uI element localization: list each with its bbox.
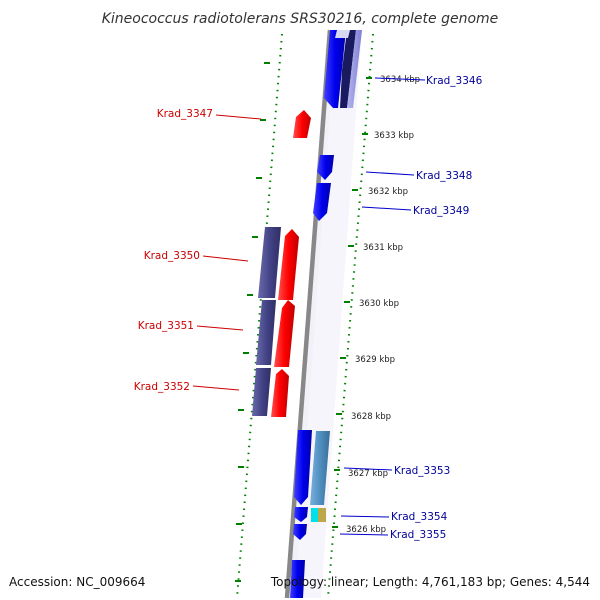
map-title: Kineococcus radiotolerans SRS30216, comp…	[102, 11, 499, 27]
gene-feature-3347[interactable]	[293, 110, 311, 138]
gene-label-3351[interactable]: Krad_3351	[138, 320, 194, 332]
genome-backbone	[284, 29, 333, 599]
gene-label-3352[interactable]: Krad_3352	[134, 381, 190, 393]
gene-feature-3350[interactable]	[278, 229, 299, 300]
gene-label-3346[interactable]: Krad_3346	[426, 75, 483, 87]
gene-feature-3351[interactable]	[274, 300, 295, 367]
gene-label-3350[interactable]: Krad_3350	[144, 250, 200, 262]
gene-feature-3354[interactable]	[294, 507, 326, 522]
gene-label-3348[interactable]: Krad_3348	[416, 170, 472, 182]
gene-label-3354[interactable]: Krad_3354	[391, 511, 448, 523]
gene-feature-3353[interactable]	[294, 430, 330, 505]
kbp-label: 3628 kbp	[351, 412, 391, 422]
genome-summary-text: Topology: linear; Length: 4,761,183 bp; …	[270, 575, 590, 589]
kbp-label: 3633 kbp	[374, 131, 414, 141]
kbp-label: 3632 kbp	[368, 187, 408, 197]
kbp-label: 3630 kbp	[359, 299, 399, 309]
gene-feature-3346[interactable]	[324, 30, 362, 108]
gene-label-3353[interactable]: Krad_3353	[394, 465, 450, 477]
kbp-label: 3627 kbp	[348, 469, 388, 479]
accession-text: Accession: NC_009664	[9, 575, 145, 589]
gene-feature-3348[interactable]	[317, 155, 334, 180]
tick-marks	[235, 62, 372, 582]
kbp-label: 3629 kbp	[355, 355, 395, 365]
gene-feature-3352[interactable]	[271, 369, 289, 417]
kbp-labels: 3634 kbp 3633 kbp 3632 kbp 3631 kbp 3630…	[346, 75, 420, 535]
kbp-label: 3634 kbp	[380, 75, 420, 85]
kbp-label: 3626 kbp	[346, 525, 386, 535]
gene-label-3349[interactable]: Krad_3349	[413, 205, 469, 217]
gene-label-3355[interactable]: Krad_3355	[390, 529, 446, 541]
gene-feature-3349[interactable]	[313, 183, 331, 221]
gene-feature-3355[interactable]	[293, 524, 307, 540]
kbp-label: 3631 kbp	[363, 243, 403, 253]
leader-lines	[192, 77, 426, 536]
gene-label-3347[interactable]: Krad_3347	[157, 108, 213, 120]
gene-feature-bottom[interactable]	[290, 560, 305, 598]
cds-column	[252, 227, 281, 416]
